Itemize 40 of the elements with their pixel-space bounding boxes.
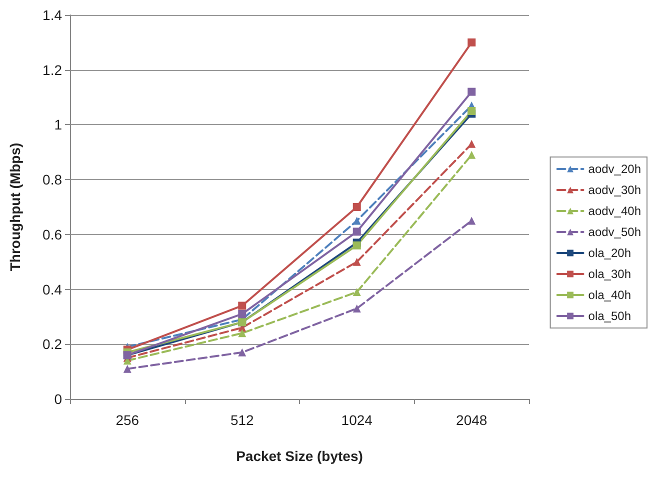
- point: [468, 140, 476, 148]
- y-tick-label: 0: [54, 391, 62, 407]
- x-tick-label: 256: [116, 412, 140, 428]
- point: [468, 107, 476, 115]
- point: [352, 241, 361, 250]
- y-tick-label: 0.2: [42, 336, 62, 352]
- legend-label: ola_50h: [588, 309, 631, 323]
- point: [123, 364, 132, 373]
- point: [468, 38, 476, 46]
- x-tick-label: 512: [230, 412, 254, 428]
- point: [352, 304, 361, 312]
- point: [238, 348, 246, 356]
- point: [352, 228, 361, 236]
- legend-label: ola_20h: [588, 246, 631, 260]
- point: [352, 288, 361, 296]
- legend-label: aodv_40h: [588, 204, 641, 218]
- y-tick-label: 0.8: [42, 172, 62, 188]
- point: [352, 203, 361, 211]
- legend-label: aodv_50h: [588, 225, 641, 239]
- x-tick-label: 1024: [341, 412, 373, 428]
- y-tick-label: 0.6: [42, 226, 62, 242]
- y-tick-label: 1: [54, 116, 62, 133]
- point: [352, 258, 361, 266]
- y-tick-label: 1.4: [42, 7, 62, 23]
- y-axis-title: Throughput (Mbps): [7, 142, 23, 272]
- point: [352, 216, 361, 225]
- y-tick-label: 1.2: [42, 62, 62, 78]
- legend-label: ola_40h: [588, 288, 631, 302]
- x-tick-label: 2048: [456, 412, 488, 428]
- point: [468, 216, 476, 225]
- legend-label: aodv_20h: [588, 162, 641, 176]
- point: [238, 310, 246, 318]
- point: [468, 88, 476, 96]
- x-axis-title: Packet Size (bytes): [236, 448, 363, 464]
- point: [238, 302, 246, 310]
- legend-label: aodv_30h: [588, 183, 641, 197]
- legend-label: ola_30h: [588, 267, 631, 281]
- y-tick-label: 0.4: [42, 281, 62, 298]
- point: [238, 329, 246, 338]
- point: [468, 150, 476, 159]
